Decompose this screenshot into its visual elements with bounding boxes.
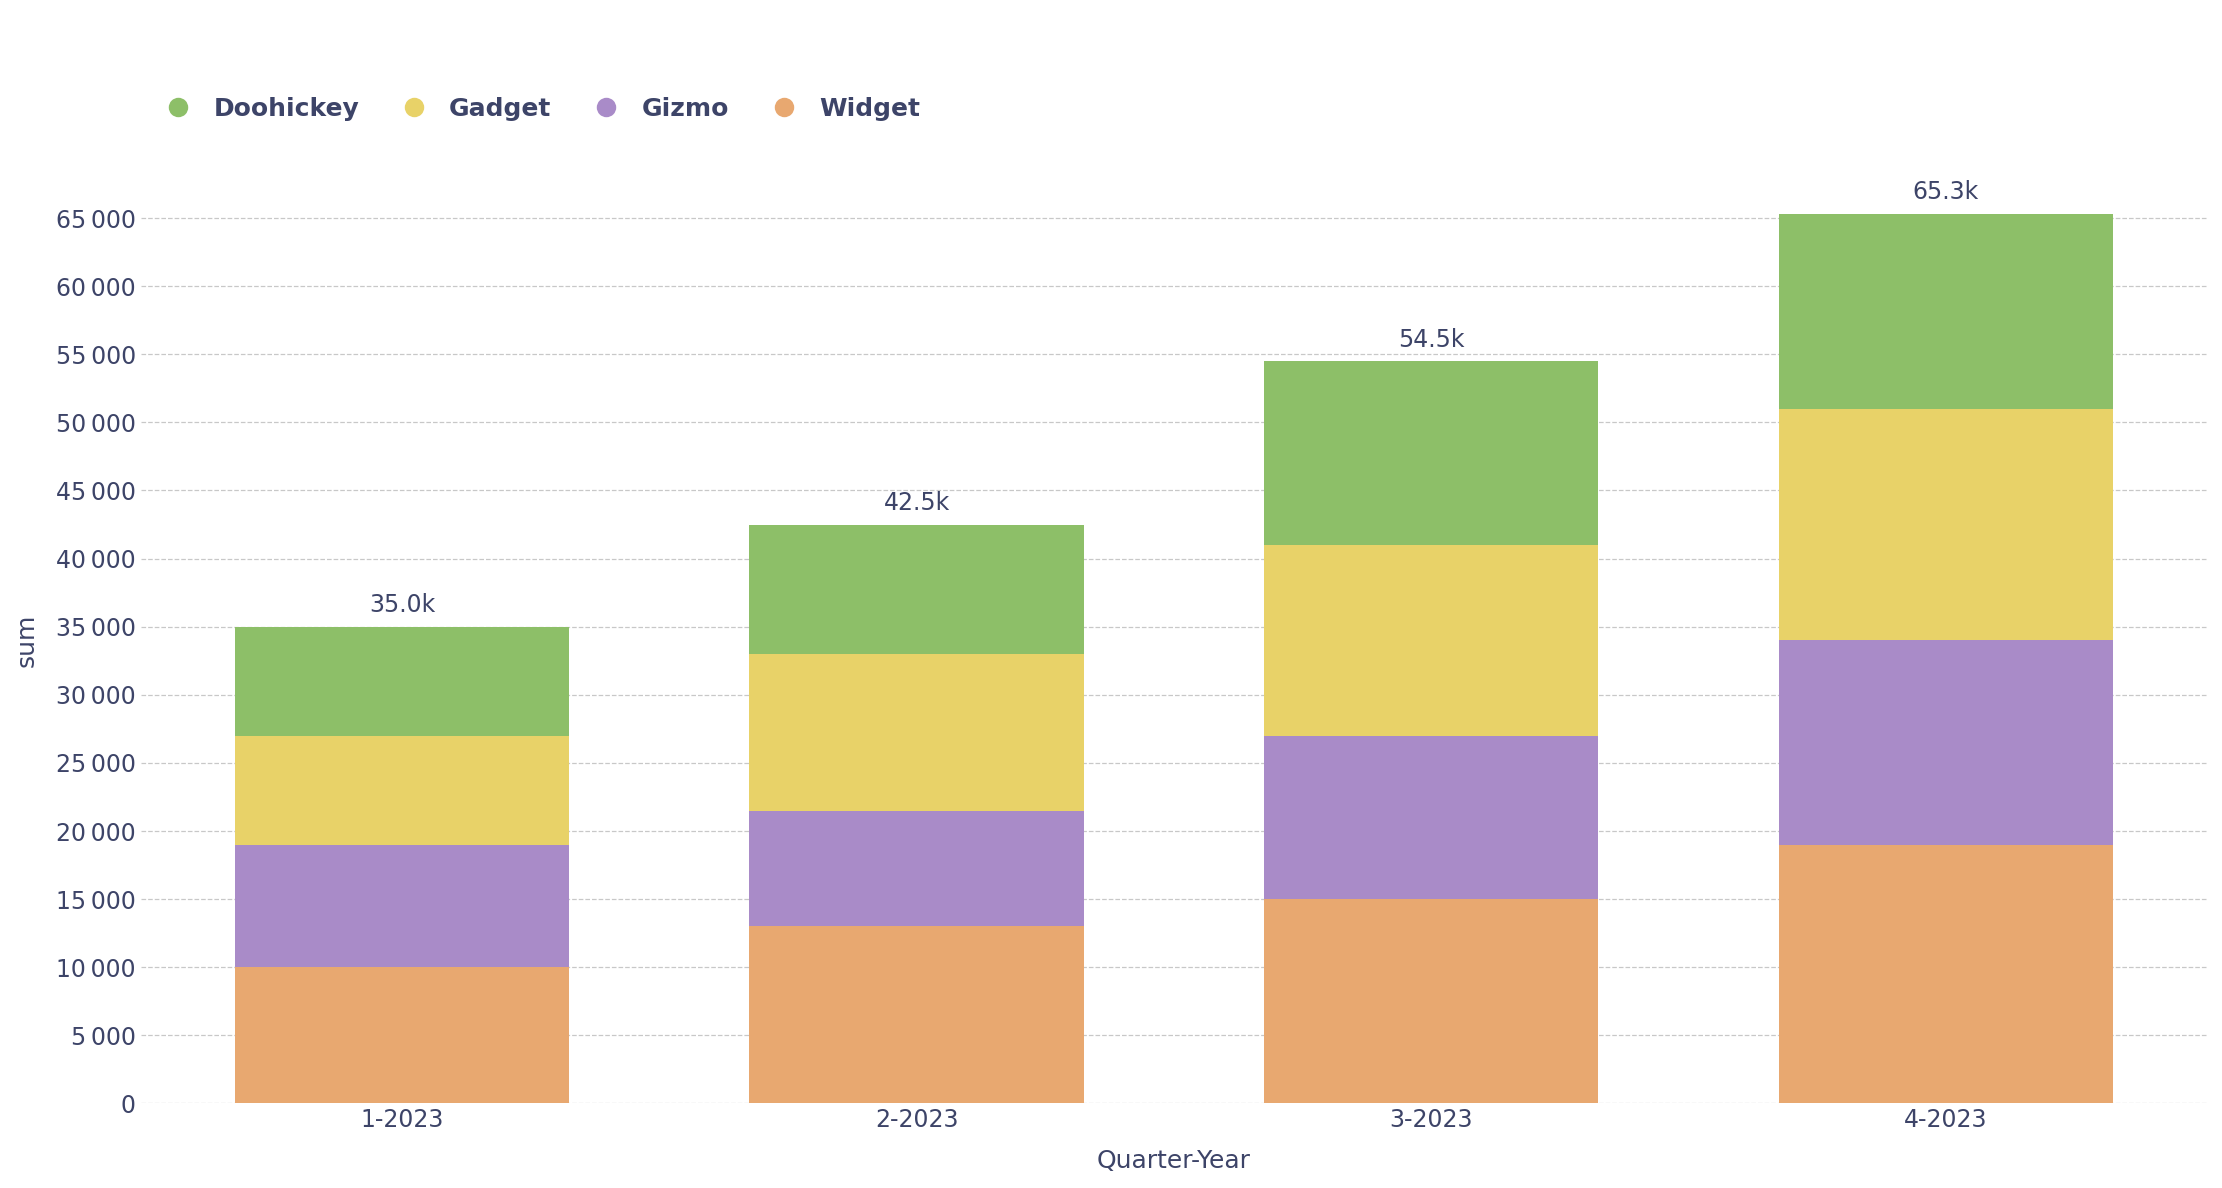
Bar — [236, 627, 569, 735]
Text: 35.0k: 35.0k — [369, 593, 436, 617]
Bar — [749, 653, 1084, 810]
Bar — [236, 845, 569, 967]
Bar — [749, 927, 1084, 1104]
Bar — [1778, 409, 2113, 640]
Bar — [749, 810, 1084, 927]
Text: 65.3k: 65.3k — [1913, 181, 1980, 204]
Bar — [236, 967, 569, 1104]
Bar — [1264, 361, 1598, 545]
Bar — [236, 735, 569, 845]
Bar — [1264, 735, 1598, 899]
Text: 42.5k: 42.5k — [884, 491, 949, 514]
Text: 54.5k: 54.5k — [1398, 328, 1464, 352]
Bar — [1264, 545, 1598, 735]
Bar — [1778, 640, 2113, 845]
Bar — [1778, 214, 2113, 409]
Bar — [1778, 845, 2113, 1104]
Bar — [1264, 899, 1598, 1104]
X-axis label: Quarter-Year: Quarter-Year — [1098, 1149, 1251, 1173]
Bar — [749, 525, 1084, 653]
Y-axis label: sum: sum — [16, 614, 40, 666]
Legend: Doohickey, Gadget, Gizmo, Widget: Doohickey, Gadget, Gizmo, Widget — [153, 97, 920, 121]
